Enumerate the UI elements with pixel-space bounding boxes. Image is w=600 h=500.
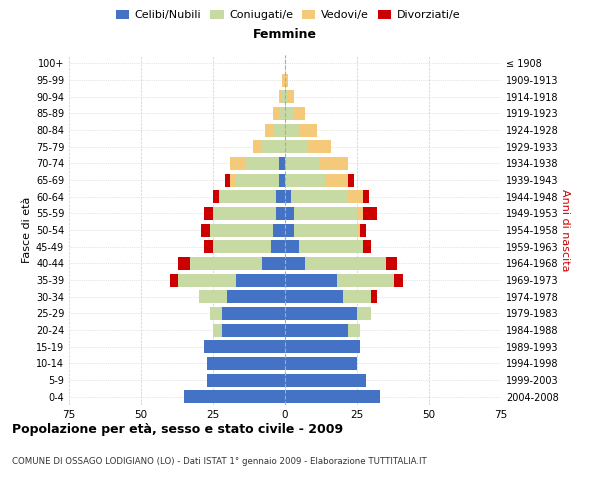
Bar <box>213 324 221 336</box>
Bar <box>343 290 371 303</box>
Bar <box>178 274 236 286</box>
Bar <box>184 390 285 403</box>
Bar <box>349 190 363 203</box>
Bar <box>285 324 349 336</box>
Bar <box>285 157 320 170</box>
Bar <box>190 257 262 270</box>
Y-axis label: Fasce di età: Fasce di età <box>22 197 32 263</box>
Text: COMUNE DI OSSAGO LODIGIANO (LO) - Dati ISTAT 1° gennaio 2009 - Elaborazione TUTT: COMUNE DI OSSAGO LODIGIANO (LO) - Dati I… <box>12 458 427 466</box>
Bar <box>170 274 178 286</box>
Bar <box>205 340 285 353</box>
Bar <box>363 207 377 220</box>
Bar <box>213 207 277 220</box>
Bar <box>285 174 325 186</box>
Bar <box>285 257 305 270</box>
Bar <box>285 357 357 370</box>
Bar <box>279 157 285 170</box>
Bar <box>285 224 293 236</box>
Bar <box>245 157 279 170</box>
Bar <box>363 190 368 203</box>
Bar <box>285 190 291 203</box>
Bar <box>236 274 285 286</box>
Bar <box>236 174 279 186</box>
Bar <box>285 74 288 86</box>
Bar <box>219 190 277 203</box>
Bar <box>210 307 221 320</box>
Bar <box>202 224 210 236</box>
Bar <box>360 224 365 236</box>
Bar <box>285 140 308 153</box>
Bar <box>337 274 394 286</box>
Bar <box>394 274 403 286</box>
Bar <box>274 224 285 236</box>
Bar <box>285 90 288 103</box>
Bar <box>285 290 343 303</box>
Bar <box>277 207 285 220</box>
Bar <box>262 257 285 270</box>
Bar <box>227 290 285 303</box>
Bar <box>363 240 371 253</box>
Bar <box>282 90 285 103</box>
Bar <box>291 190 349 203</box>
Bar <box>285 124 299 136</box>
Bar <box>285 107 293 120</box>
Bar <box>325 174 349 186</box>
Bar <box>210 224 274 236</box>
Bar <box>207 374 285 386</box>
Bar <box>277 190 285 203</box>
Bar <box>221 324 285 336</box>
Bar <box>293 107 305 120</box>
Bar <box>265 124 274 136</box>
Bar <box>279 174 285 186</box>
Bar <box>357 207 363 220</box>
Bar <box>282 74 285 86</box>
Y-axis label: Anni di nascita: Anni di nascita <box>560 188 570 271</box>
Bar <box>285 340 360 353</box>
Bar <box>305 257 386 270</box>
Text: Femmine: Femmine <box>253 28 317 41</box>
Bar <box>299 240 363 253</box>
Bar <box>299 124 317 136</box>
Bar <box>274 107 279 120</box>
Bar <box>386 257 397 270</box>
Bar <box>274 124 285 136</box>
Bar <box>253 140 262 153</box>
Bar <box>285 240 299 253</box>
Bar <box>213 190 219 203</box>
Bar <box>207 357 285 370</box>
Bar <box>285 307 357 320</box>
Bar <box>357 224 360 236</box>
Legend: Celibi/Nubili, Coniugati/e, Vedovi/e, Divorziati/e: Celibi/Nubili, Coniugati/e, Vedovi/e, Di… <box>112 6 464 25</box>
Bar <box>293 224 357 236</box>
Bar <box>230 157 245 170</box>
Bar <box>262 140 285 153</box>
Bar <box>279 107 285 120</box>
Bar <box>285 374 365 386</box>
Bar <box>357 307 371 320</box>
Text: Popolazione per età, sesso e stato civile - 2009: Popolazione per età, sesso e stato civil… <box>12 422 343 436</box>
Bar <box>205 240 213 253</box>
Bar <box>213 240 271 253</box>
Bar <box>371 290 377 303</box>
Bar <box>349 324 360 336</box>
Bar <box>308 140 331 153</box>
Bar <box>224 174 230 186</box>
Bar <box>349 174 354 186</box>
Bar <box>271 240 285 253</box>
Bar <box>205 207 213 220</box>
Bar <box>178 257 190 270</box>
Bar <box>293 207 357 220</box>
Bar <box>320 157 349 170</box>
Bar <box>285 207 293 220</box>
Bar <box>288 90 293 103</box>
Bar <box>285 274 337 286</box>
Bar <box>285 390 380 403</box>
Bar <box>230 174 236 186</box>
Bar <box>279 90 282 103</box>
Bar <box>199 290 227 303</box>
Bar <box>221 307 285 320</box>
